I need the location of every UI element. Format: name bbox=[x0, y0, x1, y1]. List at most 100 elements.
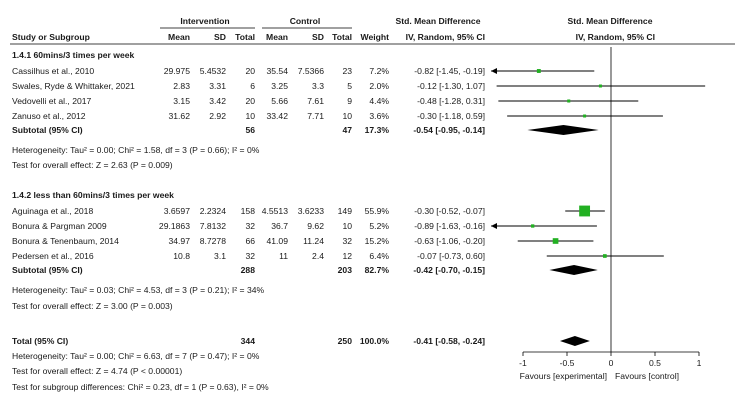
total-note: Test for subgroup differences: Chi² = 0.… bbox=[12, 382, 269, 392]
total1-column-header: Total bbox=[235, 32, 255, 42]
study-name: Bonura & Tenenbaum, 2014 bbox=[12, 236, 119, 246]
summary-diamond bbox=[549, 265, 598, 275]
intervention-total: 32 bbox=[245, 221, 255, 231]
total-weight: 100.0% bbox=[360, 336, 390, 346]
study-name: Bonura & Pargman 2009 bbox=[12, 221, 107, 231]
intervention-total: 158 bbox=[241, 206, 256, 216]
x-axis-tick-label: 0.5 bbox=[649, 358, 661, 368]
subtotal-control-total: 47 bbox=[342, 125, 352, 135]
smd-ci-column-header: IV, Random, 95% CI bbox=[406, 32, 485, 42]
intervention-total: 32 bbox=[245, 251, 255, 261]
study-name: Zanuso et al., 2012 bbox=[12, 111, 86, 121]
effect-square bbox=[536, 69, 541, 73]
control-mean: 33.42 bbox=[266, 111, 288, 121]
control-mean: 3.25 bbox=[271, 81, 288, 91]
study-weight: 3.6% bbox=[369, 111, 389, 121]
study-ci: -0.30 [-0.52, -0.07] bbox=[414, 206, 485, 216]
study-weight: 2.0% bbox=[369, 81, 389, 91]
subgroup-title: 1.4.1 60mins/3 times per week bbox=[12, 50, 135, 60]
sd1-column-header: SD bbox=[214, 32, 226, 42]
intervention-total: 66 bbox=[245, 236, 255, 246]
subgroup-title: 1.4.2 less than 60mins/3 times per week bbox=[12, 190, 174, 200]
total-ci: -0.41 [-0.58, -0.24] bbox=[413, 336, 485, 346]
total-note: Heterogeneity: Tau² = 0.00; Chi² = 6.63,… bbox=[12, 351, 260, 361]
total-label: Total (95% CI) bbox=[12, 336, 68, 346]
subtotal-intervention-total: 288 bbox=[241, 265, 256, 275]
study-column-header: Study or Subgroup bbox=[12, 32, 90, 42]
effect-square bbox=[552, 238, 559, 244]
study-ci: -0.48 [-1.28, 0.31] bbox=[417, 96, 485, 106]
control-sd: 9.62 bbox=[307, 221, 324, 231]
intervention-total: 10 bbox=[245, 111, 255, 121]
control-total: 10 bbox=[342, 111, 352, 121]
study-weight: 5.2% bbox=[369, 221, 389, 231]
study-weight: 55.9% bbox=[365, 206, 390, 216]
control-mean: 35.54 bbox=[266, 66, 288, 76]
effect-square bbox=[531, 224, 535, 228]
study-name: Pedersen et al., 2016 bbox=[12, 251, 94, 261]
study-ci: -0.82 [-1.45, -0.19] bbox=[414, 66, 485, 76]
intervention-mean: 29.975 bbox=[164, 66, 191, 76]
intervention-mean: 31.62 bbox=[168, 111, 190, 121]
study-weight: 15.2% bbox=[365, 236, 390, 246]
heterogeneity-text: Heterogeneity: Tau² = 0.00; Chi² = 1.58,… bbox=[12, 145, 260, 155]
study-ci: -0.30 [-1.18, 0.59] bbox=[417, 111, 485, 121]
control-mean: 41.09 bbox=[266, 236, 288, 246]
favours-right-label: Favours [control] bbox=[615, 371, 679, 381]
total-intervention-total: 344 bbox=[241, 336, 256, 346]
study-ci: -0.89 [-1.63, -0.16] bbox=[414, 221, 485, 231]
control-total: 12 bbox=[342, 251, 352, 261]
intervention-total: 20 bbox=[245, 66, 255, 76]
subtotal-ci: -0.54 [-0.95, -0.14] bbox=[413, 125, 485, 135]
mean1-column-header: Mean bbox=[168, 32, 190, 42]
ci-arrow-left bbox=[491, 223, 497, 229]
intervention-group-header: Intervention bbox=[180, 16, 229, 26]
control-total: 10 bbox=[342, 221, 352, 231]
subtotal-label: Subtotal (95% CI) bbox=[12, 265, 83, 275]
subtotal-intervention-total: 56 bbox=[245, 125, 255, 135]
study-name: Cassilhus et al., 2010 bbox=[12, 66, 94, 76]
control-mean: 36.7 bbox=[271, 221, 288, 231]
intervention-total: 6 bbox=[250, 81, 255, 91]
sd2-column-header: SD bbox=[312, 32, 324, 42]
study-name: Aguinaga et al., 2018 bbox=[12, 206, 93, 216]
intervention-mean: 10.8 bbox=[173, 251, 190, 261]
study-name: Vedovelli et al., 2017 bbox=[12, 96, 92, 106]
weight-column-header: Weight bbox=[361, 32, 390, 42]
intervention-mean: 2.83 bbox=[173, 81, 190, 91]
control-sd: 11.24 bbox=[303, 236, 324, 246]
overall-effect-text: Test for overall effect: Z = 3.00 (P = 0… bbox=[12, 301, 173, 311]
control-mean: 4.5513 bbox=[262, 206, 289, 216]
effect-square bbox=[579, 205, 591, 217]
control-sd: 7.5366 bbox=[298, 66, 325, 76]
control-sd: 7.61 bbox=[307, 96, 324, 106]
study-weight: 6.4% bbox=[369, 251, 389, 261]
study-weight: 7.2% bbox=[369, 66, 389, 76]
summary-diamond bbox=[559, 336, 590, 346]
x-axis-tick-label: 0 bbox=[609, 358, 614, 368]
effect-square bbox=[567, 99, 571, 103]
total-note: Test for overall effect: Z = 4.74 (P < 0… bbox=[12, 366, 182, 376]
control-total: 9 bbox=[347, 96, 352, 106]
study-weight: 4.4% bbox=[369, 96, 389, 106]
intervention-sd: 5.4532 bbox=[200, 66, 227, 76]
control-mean: 11 bbox=[279, 251, 288, 261]
ci-arrow-left bbox=[491, 68, 497, 74]
control-group-header: Control bbox=[290, 16, 321, 26]
study-name: Swales, Ryde & Whittaker, 2021 bbox=[12, 81, 135, 91]
x-axis-tick-label: -0.5 bbox=[560, 358, 575, 368]
intervention-mean: 34.97 bbox=[168, 236, 190, 246]
control-sd: 7.71 bbox=[307, 111, 324, 121]
study-ci: -0.07 [-0.73, 0.60] bbox=[417, 251, 485, 261]
study-ci: -0.12 [-1.30, 1.07] bbox=[417, 81, 485, 91]
mean2-column-header: Mean bbox=[266, 32, 288, 42]
overall-effect-text: Test for overall effect: Z = 2.63 (P = 0… bbox=[12, 160, 173, 170]
subtotal-ci: -0.42 [-0.70, -0.15] bbox=[413, 265, 485, 275]
smd-column-title: Std. Mean Difference bbox=[395, 16, 480, 26]
effect-square bbox=[603, 254, 607, 258]
total-control-total: 250 bbox=[338, 336, 353, 346]
intervention-sd: 7.8132 bbox=[200, 221, 227, 231]
control-total: 32 bbox=[342, 236, 352, 246]
